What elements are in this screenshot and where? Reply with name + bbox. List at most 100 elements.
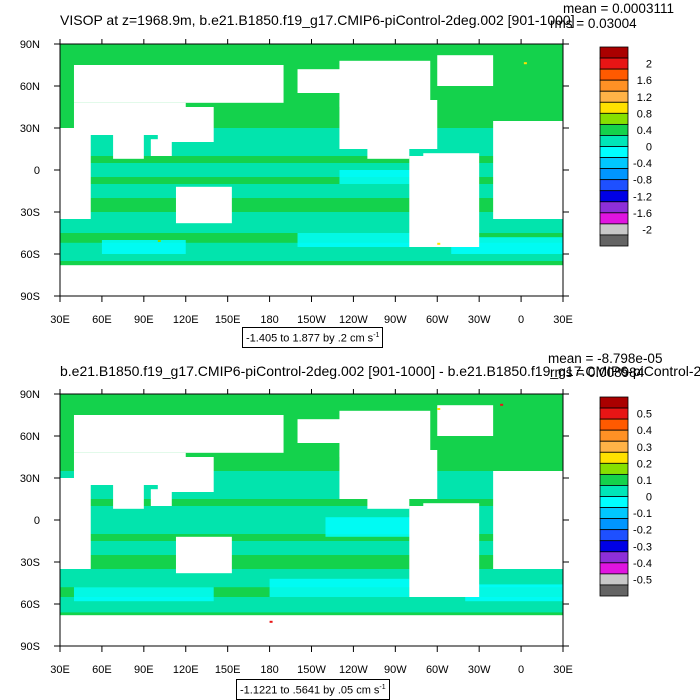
panel-title-2: b.e21.B1850.f19_g17.CMIP6-piControl-2deg… [60, 363, 700, 379]
colorbar-swatch [599, 79, 629, 92]
colorbar-swatch [599, 179, 629, 192]
range-exp-1: -1 [373, 332, 380, 339]
x-tick-label: 60E [92, 664, 112, 676]
land-mask [60, 478, 91, 569]
x-tick-label: 120W [339, 314, 368, 326]
map-svg-1: 30E 60E 90E 120E 150E 180 150W 120W 90W 60W 30W 0 30… [20, 39, 652, 326]
colorbar-swatch [599, 562, 629, 575]
colorbar-swatch [599, 584, 629, 597]
colorbar-swatch [599, 201, 629, 214]
colorbar-swatch [599, 540, 629, 553]
cyan-band [60, 212, 563, 233]
range-exp-2: -1 [379, 684, 386, 691]
x-tick-label: 90E [134, 314, 154, 326]
land-mask [150, 489, 172, 506]
range-text-1: -1.405 to 1.877 by .2 cm s [246, 332, 374, 345]
x-tick-label: 150E [215, 664, 241, 676]
land-mask [175, 536, 232, 574]
colorbar-label: 0.3 [637, 442, 652, 454]
colorbar-label: -0.3 [633, 541, 652, 553]
x-tick-label: 150E [215, 314, 241, 326]
land-mask [339, 450, 438, 499]
land-mask [157, 107, 214, 142]
colorbar-label: -0.8 [633, 175, 652, 187]
x-tick-label: 60W [426, 664, 449, 676]
x-tick-label: 120W [339, 664, 368, 676]
colorbar-label: 0 [646, 142, 652, 154]
colorbar-swatch [599, 573, 629, 586]
colorbar-label: 0.4 [637, 125, 652, 137]
land-mask [367, 144, 410, 159]
land-mask [297, 419, 410, 443]
land-mask [297, 69, 410, 93]
range-text-2: -1.1221 to .5641 by .05 cm s [240, 684, 380, 697]
land-mask [437, 405, 494, 436]
land-mask [423, 503, 480, 506]
colorbar-label: 0.1 [637, 475, 652, 487]
colorbar-label: -1.6 [633, 208, 652, 220]
colorbar-swatch [599, 462, 629, 475]
land-mask [339, 100, 438, 149]
colorbar-label: 0.8 [637, 108, 652, 120]
panel-title-1: VISOP at z=1968.9m, b.e21.B1850.f19_g17.… [60, 12, 575, 28]
x-tick-label: 180 [260, 664, 278, 676]
y-tick-label: 0 [34, 515, 40, 527]
land-mask [113, 135, 144, 159]
x-tick-label: 30E [553, 664, 573, 676]
x-tick-label: 120E [173, 314, 199, 326]
x-tick-label: 30W [468, 664, 491, 676]
colorbar-swatch [599, 223, 629, 236]
y-tick-label: 90N [20, 389, 40, 401]
land-mask [73, 65, 284, 103]
colorbar-label: -0.1 [633, 508, 652, 520]
colorbar-swatch [599, 90, 629, 103]
cyan-patch [465, 584, 563, 602]
x-tick-label: 180 [260, 314, 278, 326]
colorbar-swatch [599, 234, 629, 247]
colorbar-label: -1.2 [633, 191, 652, 203]
colorbar-label: 0.5 [637, 409, 652, 421]
colorbar-swatch [599, 123, 629, 136]
land-mask [157, 457, 214, 492]
colorbar-swatch [599, 157, 629, 170]
mean-label-2: mean = -8.798e-05 [548, 351, 663, 366]
x-tick-label: 0 [518, 664, 524, 676]
x-tick-label: 90E [134, 664, 154, 676]
colorbar-swatch [599, 496, 629, 508]
colorbar-swatch [599, 485, 629, 497]
colorbar-label: -2 [642, 224, 652, 236]
y-tick-label: 0 [34, 165, 40, 177]
y-tick-label: 60N [20, 431, 40, 443]
colorbar-swatch [599, 507, 629, 520]
colorbar-swatch [599, 135, 629, 147]
land-mask [73, 415, 284, 453]
land-mask [409, 156, 480, 247]
x-tick-label: 90W [384, 664, 407, 676]
colorbar-swatch [599, 57, 629, 70]
value-speck [269, 620, 273, 623]
colorbar-label: -0.4 [633, 158, 652, 170]
land-mask [60, 615, 563, 646]
y-tick-label: 30N [20, 473, 40, 485]
rms-label-2: rms = 0.008984 [550, 365, 645, 380]
cyan-band [60, 163, 563, 177]
colorbar-label: 1.6 [637, 75, 652, 87]
colorbar-swatch [599, 407, 629, 420]
x-tick-label: 60E [92, 314, 112, 326]
land-mask [175, 186, 232, 224]
range-box-1: -1.405 to 1.877 by .2 cm s-1 [242, 327, 384, 348]
cyan-band [60, 541, 563, 555]
mean-label-1: mean = 0.0003111 [563, 1, 674, 16]
colorbar-swatch [599, 440, 629, 453]
cyan-patch [269, 578, 410, 597]
y-tick-label: 60S [20, 599, 40, 611]
colorbar-label: -0.4 [633, 558, 652, 570]
x-tick-label: 0 [518, 314, 524, 326]
land-mask [423, 153, 480, 156]
colorbar-swatch [599, 212, 629, 225]
value-speck [437, 408, 441, 410]
colorbar-swatch [599, 551, 629, 564]
y-tick-label: 90S [20, 291, 40, 303]
colorbar-swatch [599, 68, 629, 81]
y-tick-label: 60N [20, 81, 40, 93]
